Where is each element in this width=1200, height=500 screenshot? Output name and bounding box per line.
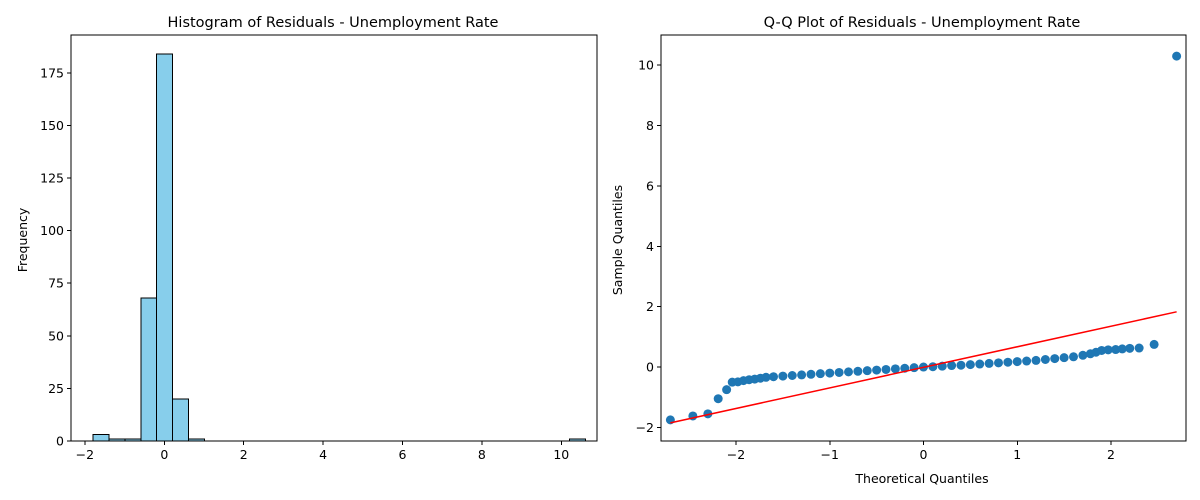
qq-point xyxy=(994,358,1003,368)
qq-plot-y-tick-label: 0 xyxy=(646,360,654,375)
histogram-x-tick-label: 0 xyxy=(160,447,168,462)
histogram-y-tick-label: 25 xyxy=(48,381,64,396)
qq-points xyxy=(665,51,1182,425)
qq-point xyxy=(1172,51,1182,61)
qq-plot-y-tick-label: 6 xyxy=(646,178,654,193)
histogram-y-tick-label: 50 xyxy=(48,328,64,343)
qq-point xyxy=(1117,344,1127,354)
qq-plot-y-tick-label: 10 xyxy=(638,58,654,73)
qq-point xyxy=(947,361,957,371)
histogram-y-tick-label: 125 xyxy=(40,171,64,186)
qq-point xyxy=(1149,339,1159,349)
histogram-bar xyxy=(140,297,158,442)
qq-point xyxy=(806,369,816,379)
qq-point xyxy=(1069,352,1078,362)
histogram-axes-frame xyxy=(70,34,598,442)
qq-point xyxy=(1012,357,1022,367)
qq-point xyxy=(787,370,797,380)
qq-plot-x-tick-label: −1 xyxy=(821,447,839,462)
qq-point xyxy=(703,409,713,419)
qq-plot-x-axis-label: Theoretical Quantiles xyxy=(854,471,988,486)
histogram-y-tick-label: 100 xyxy=(40,223,64,238)
qq-point xyxy=(665,415,675,425)
qq-point xyxy=(1031,355,1041,365)
qq-point xyxy=(834,367,844,377)
qq-point xyxy=(890,364,900,374)
qq-point xyxy=(881,364,891,374)
qq-point xyxy=(761,372,771,382)
histogram-x-tick-label: 8 xyxy=(478,447,486,462)
histogram-title: Histogram of Residuals - Unemployment Ra… xyxy=(168,15,499,31)
qq-plot-x-tick-label: −2 xyxy=(727,447,745,462)
qq-point xyxy=(965,360,975,370)
qq-point xyxy=(1050,354,1060,364)
qq-point xyxy=(1078,350,1088,360)
qq-plot-y-axis-label: Sample Quantiles xyxy=(610,185,625,295)
qq-point xyxy=(815,369,825,379)
qq-plot-y-tick-label: 8 xyxy=(646,118,654,133)
qq-reference-line-group xyxy=(670,311,1177,424)
qq-point xyxy=(825,368,835,378)
histogram-y-tick-label: 75 xyxy=(48,276,64,291)
histogram-y-tick-label: 150 xyxy=(40,118,64,133)
histogram-bar xyxy=(92,434,110,442)
qq-point xyxy=(1059,353,1069,363)
qq-plot-x-tick-label: 1 xyxy=(1013,447,1021,462)
qq-point xyxy=(1022,356,1032,366)
histogram-bar xyxy=(172,398,190,442)
qq-point xyxy=(853,366,863,376)
qq-point xyxy=(769,372,778,382)
qq-point xyxy=(778,371,788,381)
histogram-y-tick-label: 0 xyxy=(56,434,64,449)
histogram-x-tick-label: −2 xyxy=(76,447,94,462)
qq-point xyxy=(844,367,853,377)
qq-point xyxy=(1097,345,1107,355)
histogram-bar xyxy=(156,53,174,442)
qq-plot-x-tick-label: 0 xyxy=(920,447,928,462)
qq-point xyxy=(1040,354,1050,364)
qq-plot-axes: −2 −1 0 1 2 −2 0 2 4 6 8 10 xyxy=(636,34,1187,462)
qq-point xyxy=(1003,357,1013,367)
qq-point xyxy=(722,385,732,395)
qq-point xyxy=(984,358,994,368)
histogram-x-tick-label: 10 xyxy=(553,447,569,462)
histogram-panel: Histogram of Residuals - Unemployment Ra… xyxy=(15,15,598,462)
qq-point xyxy=(1134,343,1144,353)
qq-plot-title: Q-Q Plot of Residuals - Unemployment Rat… xyxy=(764,15,1081,31)
histogram-x-tick-label: 4 xyxy=(319,447,327,462)
qq-plot-y-tick-label: 4 xyxy=(646,239,654,254)
qq-point xyxy=(872,365,882,375)
qq-point xyxy=(956,360,966,370)
qq-point xyxy=(797,370,807,380)
histogram-bars xyxy=(92,53,586,442)
qq-point xyxy=(1103,345,1113,355)
qq-point xyxy=(1111,345,1121,355)
histogram-y-axis-label: Frequency xyxy=(15,207,30,272)
qq-reference-line xyxy=(670,311,1177,424)
histogram-x-tick-label: 6 xyxy=(399,447,407,462)
qq-plot-x-tick-label: 2 xyxy=(1107,447,1115,462)
qq-point xyxy=(713,394,723,404)
qq-plot-y-tick-label: −2 xyxy=(636,420,654,435)
qq-point xyxy=(975,359,985,369)
qq-plot-y-tick-label: 2 xyxy=(646,299,654,314)
histogram-y-tick-label: 175 xyxy=(40,65,64,80)
qq-plot-panel: Q-Q Plot of Residuals - Unemployment Rat… xyxy=(610,15,1187,486)
qq-point xyxy=(862,366,872,376)
histogram-x-tick-label: 2 xyxy=(240,447,248,462)
qq-point xyxy=(1125,343,1135,353)
